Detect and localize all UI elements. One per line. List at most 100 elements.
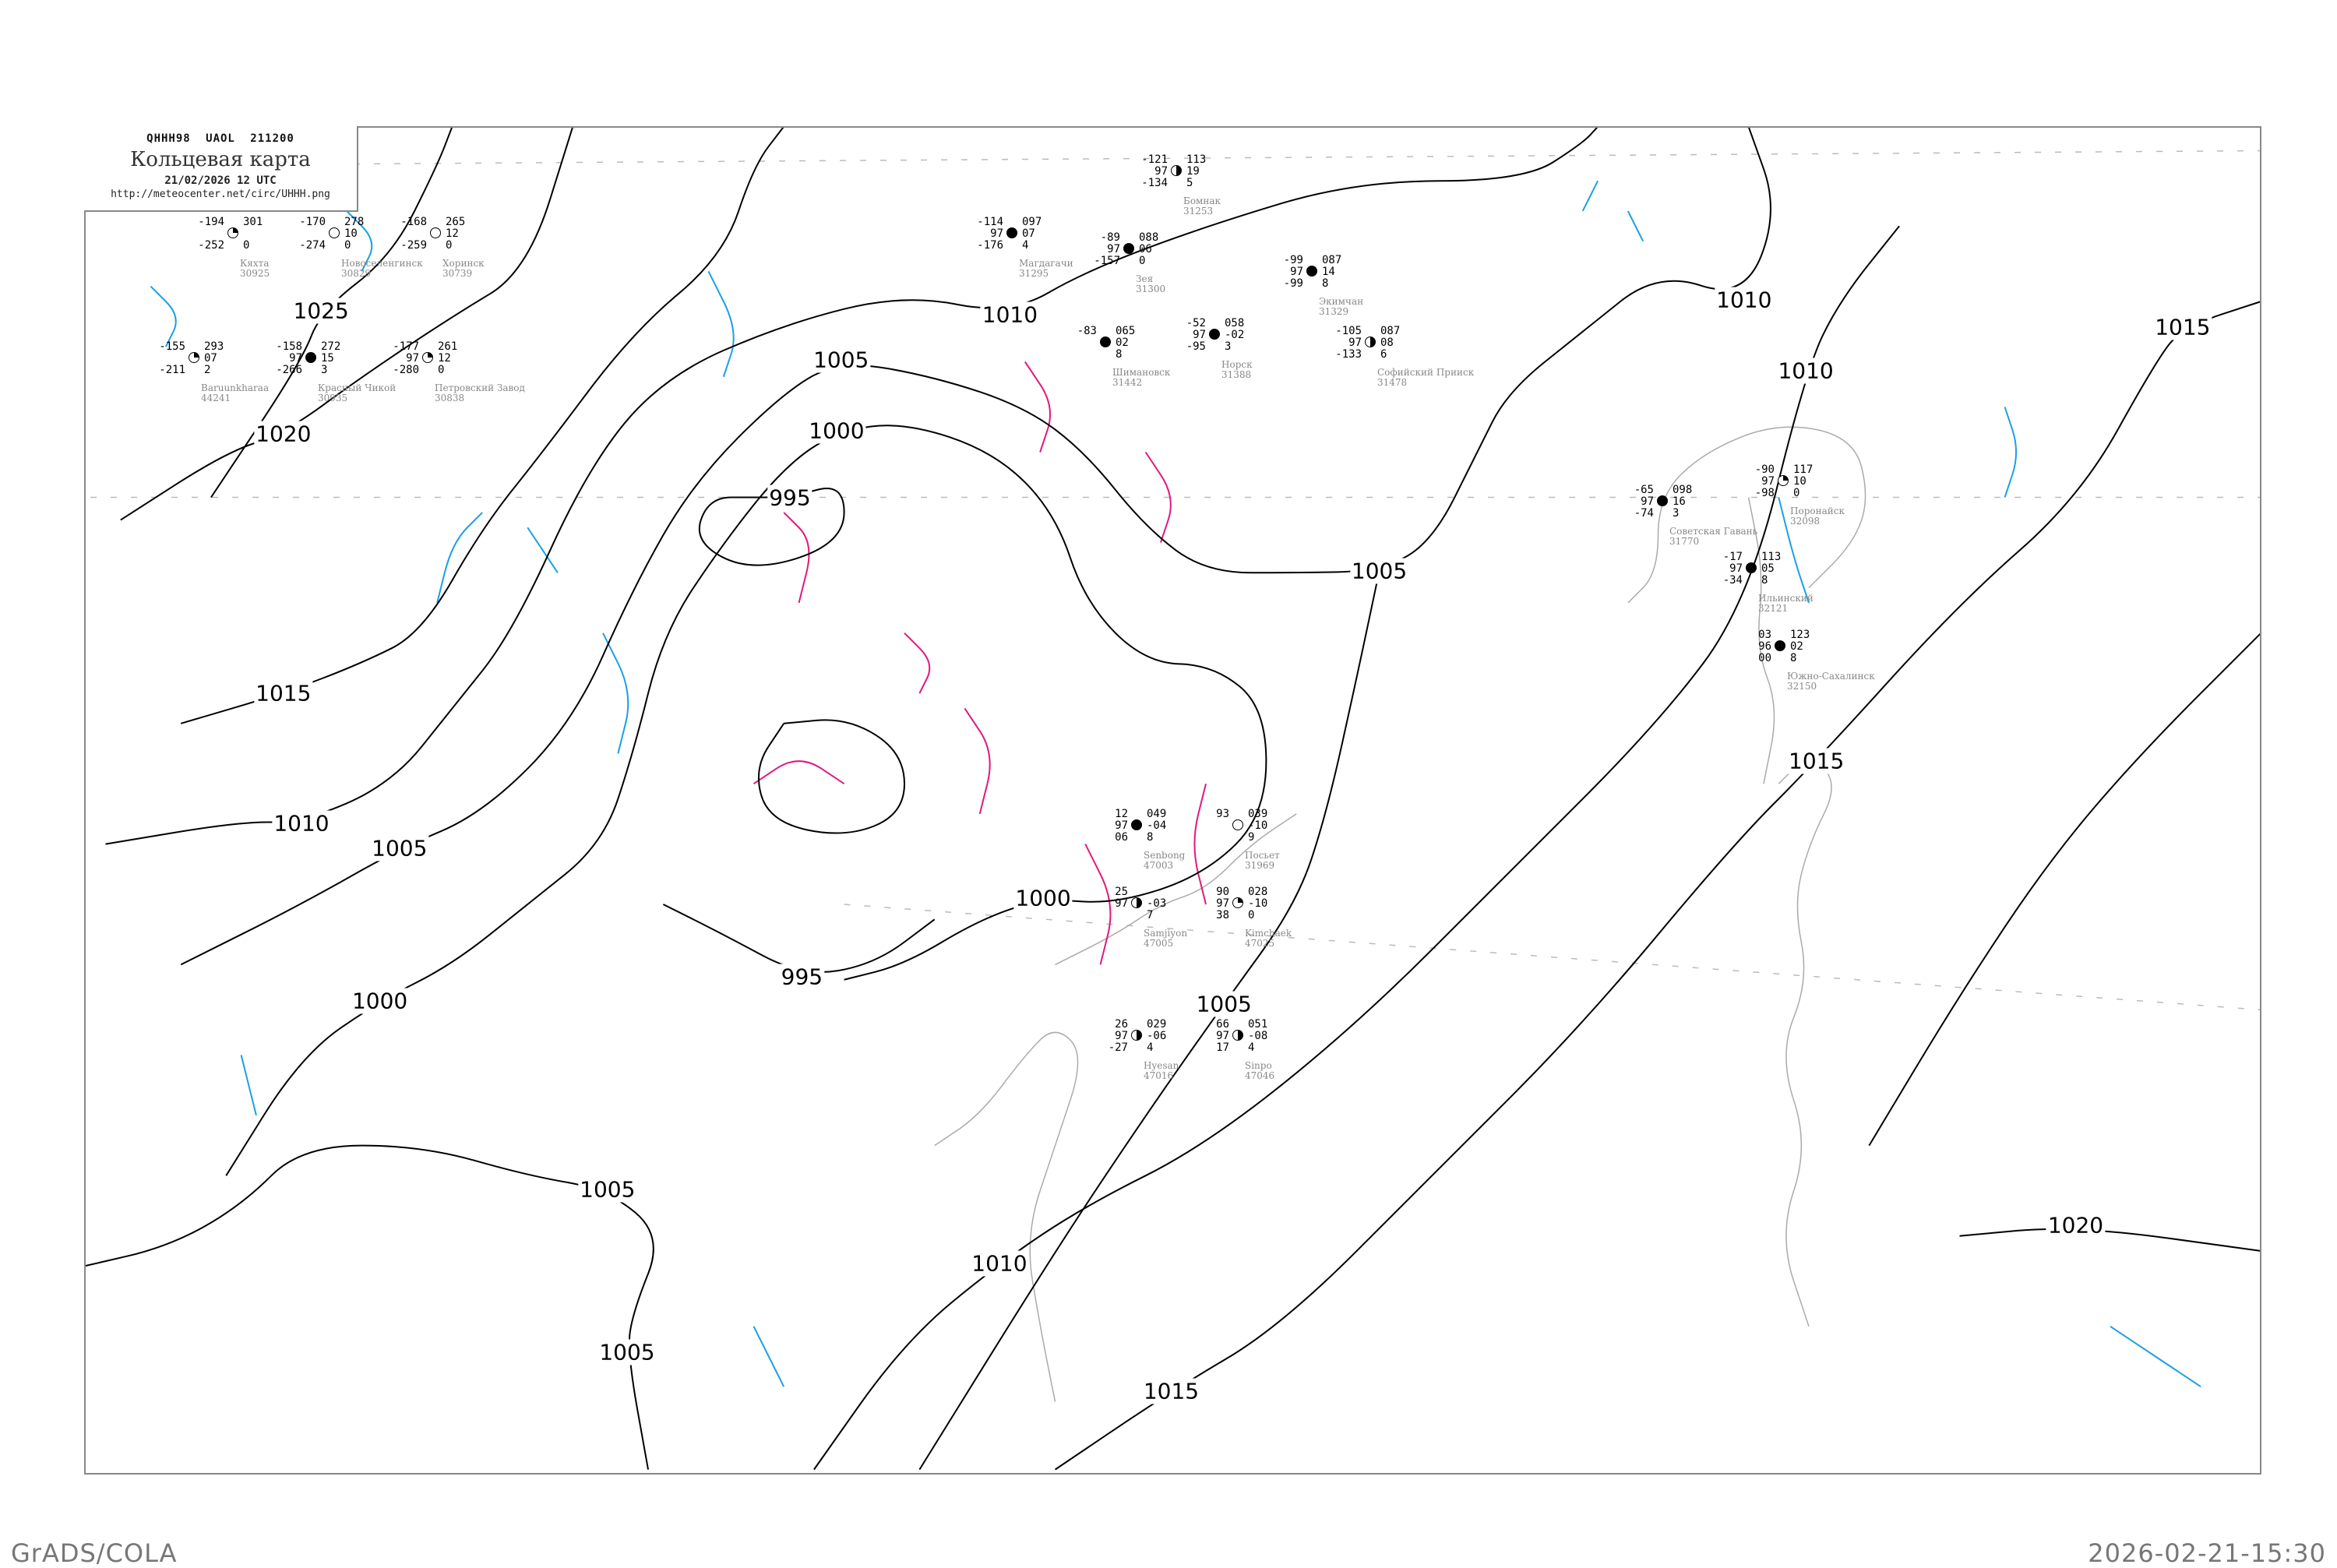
isobar-label: 1005 bbox=[370, 835, 429, 862]
station-value: 6 bbox=[1380, 348, 1387, 361]
station-value: 06 bbox=[1139, 243, 1152, 255]
cloud-cover-icon bbox=[329, 227, 340, 238]
station-value: -17 bbox=[1722, 551, 1743, 563]
isobar-label: 1000 bbox=[350, 988, 410, 1014]
isobar-label: 1010 bbox=[970, 1250, 1029, 1277]
station-value: 087 bbox=[1322, 254, 1342, 266]
station-name: Kimchaek bbox=[1245, 928, 1292, 939]
station-label: Красный Чикой 30935 bbox=[318, 383, 396, 403]
station-value: 97 bbox=[1115, 1030, 1128, 1042]
station-value bbox=[299, 228, 326, 240]
zero-isotherm bbox=[1024, 361, 1051, 453]
station-label: Посьет 31969 bbox=[1245, 851, 1280, 871]
station-value: 088 bbox=[1139, 231, 1159, 244]
station-value: -194 bbox=[198, 216, 224, 228]
station-name: Хоринск bbox=[442, 258, 485, 269]
station-label: Бомнак 31253 bbox=[1183, 196, 1221, 217]
station-value: 97 bbox=[1107, 243, 1120, 255]
station-name: Бомнак bbox=[1183, 196, 1221, 206]
isotherm bbox=[1581, 180, 1599, 212]
station-value bbox=[1147, 886, 1166, 898]
station-values-left: -99 97 -99 bbox=[1284, 255, 1303, 290]
station-label: Baruunkharaa 44241 bbox=[201, 383, 269, 403]
station-value: -34 bbox=[1722, 574, 1743, 587]
station-values-left: -114 97 -176 bbox=[977, 217, 1003, 252]
station-name: Hyesan bbox=[1144, 1060, 1179, 1071]
station-value: 93 bbox=[1216, 808, 1229, 820]
station-value: 97 bbox=[289, 352, 302, 365]
station-values-right: 049 -04 8 bbox=[1147, 809, 1166, 844]
station-value: 97 bbox=[1193, 329, 1206, 341]
isobar-label: 1015 bbox=[1141, 1378, 1201, 1404]
station-values-right: 087 08 6 bbox=[1380, 326, 1400, 361]
station-value: -02 bbox=[1225, 329, 1245, 341]
isobar-label: 1020 bbox=[2046, 1212, 2106, 1239]
station-label: Senbong 47003 bbox=[1144, 851, 1185, 871]
station-values-right: 113 19 5 bbox=[1186, 154, 1206, 189]
station-value: -10 bbox=[1248, 897, 1268, 910]
station-value: 97 bbox=[1154, 165, 1168, 178]
station-values-left: 90 97 38 bbox=[1216, 886, 1229, 921]
station-name: Senbong bbox=[1144, 850, 1186, 861]
isobar-label: 995 bbox=[779, 964, 825, 990]
zero-isotherm bbox=[1084, 844, 1112, 965]
station-value: -280 bbox=[393, 364, 419, 376]
station-values-left: -170 -274 bbox=[299, 217, 326, 252]
zero-isotherm bbox=[904, 632, 931, 694]
station-label: Хоринск 30739 bbox=[442, 259, 485, 279]
station-name: Софийский Прииск bbox=[1377, 367, 1475, 378]
station-value: 301 bbox=[243, 216, 263, 228]
isobar bbox=[757, 719, 906, 834]
station-value: 02 bbox=[1116, 337, 1129, 349]
station-value: 25 bbox=[1115, 886, 1128, 898]
station-values-left: -158 97 -266 bbox=[276, 341, 302, 376]
station-value: -99 bbox=[1283, 277, 1303, 290]
station-label: Hyesan 47016 bbox=[1144, 1061, 1179, 1081]
station-label: Норск 31388 bbox=[1221, 360, 1253, 380]
station-id: 47016 bbox=[1144, 1070, 1174, 1081]
station-label: Sinpo 47046 bbox=[1245, 1061, 1274, 1081]
cloud-cover-icon bbox=[1131, 1030, 1142, 1041]
station-value: 07 bbox=[204, 352, 217, 365]
station-value: 3 bbox=[321, 364, 328, 376]
station-value: 7 bbox=[1147, 909, 1154, 921]
station-value: 12 bbox=[438, 352, 451, 365]
station-value bbox=[1077, 337, 1097, 349]
station-value: 123 bbox=[1790, 629, 1810, 641]
station-value: 14 bbox=[1322, 266, 1335, 278]
station-values-left: -89 97 -157 bbox=[1094, 232, 1120, 267]
station-value bbox=[1216, 820, 1229, 832]
station-value: 97 bbox=[1761, 475, 1775, 488]
station-label: Новоселенгинск 30829 bbox=[341, 259, 423, 279]
station-values-left: 93 bbox=[1216, 809, 1229, 844]
zero-isotherm bbox=[1193, 783, 1207, 905]
coastline bbox=[1055, 813, 1297, 966]
station-value: 272 bbox=[321, 340, 341, 353]
station-value: 17 bbox=[1216, 1041, 1229, 1054]
footer-software: GrADS/COLA bbox=[11, 1538, 178, 1568]
isotherm bbox=[602, 632, 629, 754]
station-label: Samjiyon 47005 bbox=[1144, 928, 1187, 949]
cloud-cover-icon bbox=[1746, 562, 1757, 573]
station-value: -52 bbox=[1186, 317, 1206, 329]
station-value: -170 bbox=[299, 216, 326, 228]
station-value: -133 bbox=[1335, 348, 1362, 361]
station-values-left: 26 97 -27 bbox=[1109, 1019, 1128, 1054]
isobar-label: 1010 bbox=[1715, 287, 1774, 313]
station-value: 039 bbox=[1248, 808, 1268, 820]
cloud-cover-icon bbox=[1209, 329, 1220, 340]
map-title: Кольцевая карта bbox=[130, 148, 311, 171]
station-name: Новоселенгинск bbox=[341, 258, 423, 269]
station-values-left: -121 97 -134 bbox=[1141, 154, 1168, 189]
cloud-cover-icon bbox=[422, 352, 433, 363]
station-values-left: -168 -259 bbox=[400, 217, 427, 252]
station-label: Экимчан 31329 bbox=[1319, 297, 1363, 317]
station-value: -90 bbox=[1754, 463, 1775, 476]
station-value: 97 bbox=[1348, 337, 1362, 349]
station-value: 2 bbox=[204, 364, 211, 376]
cloud-cover-icon bbox=[1232, 897, 1243, 908]
isobar-label: 995 bbox=[767, 484, 812, 511]
station-value: 0 bbox=[446, 239, 453, 252]
station-value: 03 bbox=[1758, 629, 1771, 641]
